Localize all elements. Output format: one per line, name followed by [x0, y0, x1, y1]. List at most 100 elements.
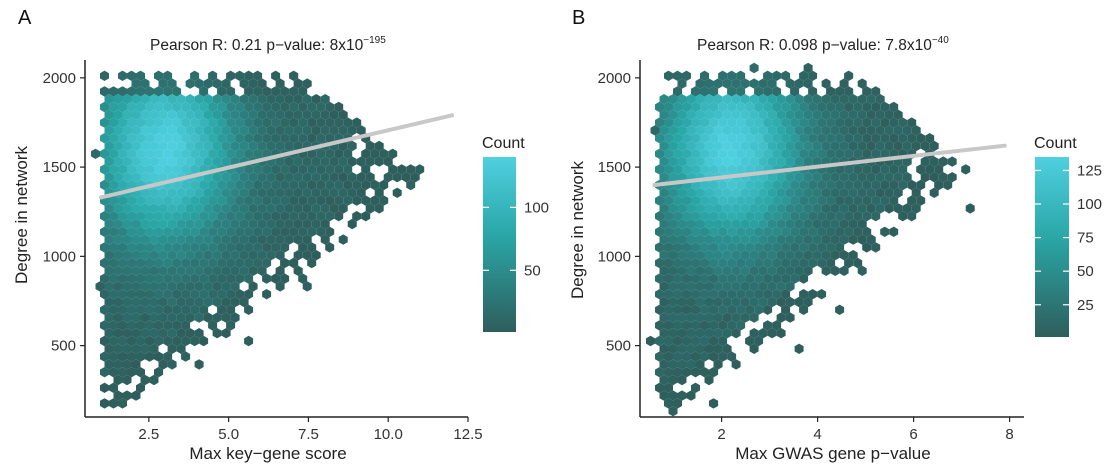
panel-b-hexbin: [718, 226, 728, 237]
panel-a-hexbin: [113, 328, 123, 339]
panel-b-hexbin: [655, 242, 664, 253]
panel-b-hexbin: [709, 133, 719, 144]
panel-a-hexbin: [289, 86, 299, 97]
panel-b-title-exponent: −40: [932, 35, 949, 46]
panel-b-hexbin: [713, 156, 723, 167]
panel-b-hexbin: [655, 367, 664, 378]
panel-b-hexbin: [704, 109, 714, 120]
panel-b-hexbin: [821, 234, 831, 245]
panel-a-hexbin: [145, 117, 154, 128]
panel-a-hexbin: [190, 179, 200, 191]
panel-b-hexbin: [650, 125, 660, 136]
panel-b-hexbin: [754, 117, 764, 128]
panel-a-hexbin: [158, 265, 168, 276]
panel-a-hexbin: [302, 78, 312, 89]
panel-a-hexbin: [149, 265, 159, 276]
panel-a-hexbin: [185, 125, 195, 136]
panel-b-hexbin: [889, 195, 899, 206]
panel-a-hexbin: [109, 351, 118, 362]
panel-b-hexbin: [812, 250, 822, 261]
panel-b-hexbin: [745, 101, 755, 113]
panel-b-hexbin: [871, 164, 881, 175]
panel-a-hexbin: [257, 78, 267, 89]
panel-a-hexbin: [118, 320, 127, 331]
panel-a-hexbin: [136, 335, 145, 347]
panel-a-hexbin: [167, 140, 177, 152]
panel-b-hexbin: [938, 156, 948, 167]
panel-b-hexbin: [682, 226, 691, 237]
panel-a-hexbin: [113, 109, 123, 120]
panel-a-hexbin: [104, 94, 114, 105]
panel-b-hexbin: [722, 281, 732, 292]
panel-b-hexbin: [731, 125, 741, 136]
panel-a-hexbin: [109, 320, 118, 331]
panel-a-hexbin: [307, 242, 317, 253]
panel-b-hexbin: [871, 117, 881, 128]
panel-b-hexbin: [929, 140, 939, 152]
panel-a-hexbin: [352, 211, 362, 222]
panel-a-hexbin: [230, 234, 240, 245]
panel-b-hexbin: [830, 203, 840, 214]
panel-b-hexbin: [682, 304, 691, 315]
panel-a-hexbin: [163, 335, 173, 347]
panel-a-hexbin: [154, 367, 164, 378]
panel-a-hexbin: [235, 101, 245, 113]
panel-a-hexbin: [203, 281, 213, 292]
panel-a-hexbin: [104, 265, 114, 276]
panel-b-hexbin: [821, 187, 831, 198]
panel-b-hexbin: [700, 179, 709, 191]
panel-a-hexbin: [361, 148, 371, 159]
panel-a-hexbin: [212, 125, 222, 136]
panel-b-hexbin: [893, 172, 903, 183]
panel-a-hexbin: [181, 211, 191, 222]
panel-a-hexbin: [122, 172, 132, 183]
panel-a-hexbin: [100, 398, 109, 409]
panel-a-hexbin: [113, 374, 123, 386]
panel-a-hexbin: [239, 296, 249, 308]
panel-b-hexbin: [731, 218, 741, 230]
panel-a-hexbin: [203, 218, 213, 230]
panel-b-hexbin: [808, 133, 818, 144]
panel-a-hexbin: [194, 312, 204, 323]
panel-a-hexbin: [149, 234, 159, 245]
panel-a-hexbin: [136, 101, 145, 113]
panel-b-hexbin: [740, 78, 750, 89]
panel-b-hexbin: [745, 179, 755, 191]
panel-a-label: A: [18, 7, 32, 29]
panel-a-hexbin: [104, 343, 114, 354]
panel-b-y-tick-label: 500: [606, 338, 631, 355]
panel-b-hexbin: [673, 257, 682, 269]
panel-a-hexbin: [275, 265, 285, 276]
panel-a-hexbin: [226, 133, 236, 144]
panel-a-hexbin: [307, 179, 317, 191]
panel-b-hexbin: [704, 265, 714, 276]
panel-a-hexbin: [239, 109, 249, 120]
panel-b-hexbin: [686, 156, 696, 167]
panel-b-hexbin: [767, 172, 777, 183]
panel-b-hexbin: [700, 226, 709, 237]
panel-a-hexbin: [248, 281, 258, 292]
panel-a-hexbin: [190, 335, 200, 347]
panel-a-hexbin: [145, 304, 154, 315]
panel-b-hexbin: [686, 109, 696, 120]
panel-a-hexbin: [361, 195, 371, 206]
panel-b-hexbin: [866, 234, 876, 245]
panel-b-hexbin: [835, 304, 845, 315]
panel-a-hexbin: [122, 312, 132, 323]
panel-a-hexbin: [118, 367, 127, 378]
panel-a-hexbin: [374, 203, 384, 214]
panel-a-hexbin: [221, 172, 231, 183]
panel-b-hexbin: [803, 94, 813, 105]
panel-b-hexbin: [925, 133, 935, 144]
panel-b-hexbin: [664, 133, 673, 144]
panel-b-hexbin: [722, 94, 732, 105]
panel-a-hexbin: [163, 351, 173, 362]
panel-a-hexbin: [167, 343, 177, 354]
panel-a-hexbin: [383, 172, 393, 183]
panel-b-hexbin: [929, 187, 939, 198]
panel-b-hexbin: [763, 257, 773, 269]
panel-b-hexbin: [664, 367, 673, 378]
panel-a-hexbin: [122, 109, 132, 120]
panel-a-hexbin: [109, 101, 118, 113]
